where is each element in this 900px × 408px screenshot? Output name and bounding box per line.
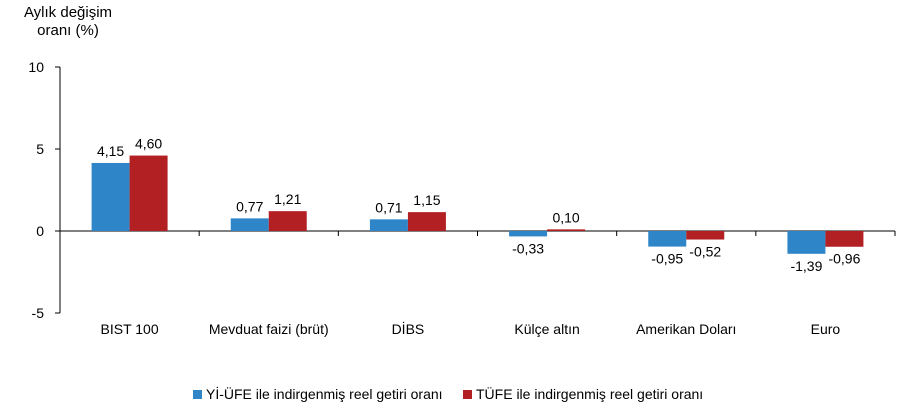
y-axis-title: Aylık değişim oranı (%) [23,4,113,39]
data-label: -1,39 [790,258,822,274]
bar [825,231,864,247]
bar [547,229,586,231]
y-tick-label: -5 [32,305,45,321]
bar [686,231,725,240]
legend: Yİ-ÜFE ile indirgenmiş reel getiri oranı… [0,386,900,404]
data-label: 0,10 [552,209,579,225]
bar [129,155,168,231]
y-tick-label: 5 [36,141,44,157]
category-label: BIST 100 [101,321,159,337]
bar [648,231,687,247]
category-label: Euro [811,321,841,337]
bar [509,231,548,237]
category-label: Külçe altın [514,321,579,337]
category-label: Mevduat faizi (brüt) [209,321,329,337]
data-label: 1,21 [274,191,301,207]
data-label: -0,52 [689,244,721,260]
data-label: -0,33 [512,240,544,256]
bar [268,211,307,231]
legend-item-yiufe: Yİ-ÜFE ile indirgenmiş reel getiri oranı [193,386,443,402]
y-tick-label: 0 [36,223,44,239]
legend-label-tufe: TÜFE ile indirgenmiş reel getiri oranı [476,386,704,402]
data-label: 0,77 [236,198,263,214]
bar [91,162,130,231]
data-label: 1,15 [413,192,440,208]
category-label: DİBS [392,320,425,337]
category-label: Amerikan Doları [636,321,736,337]
bar [230,218,269,231]
data-label: -0,95 [651,251,683,267]
legend-item-tufe: TÜFE ile indirgenmiş reel getiri oranı [463,386,703,402]
bar [407,212,446,231]
legend-swatch-tufe [463,390,472,399]
legend-label-yiufe: Yİ-ÜFE ile indirgenmiş reel getiri oranı [206,386,443,402]
bar [369,219,408,231]
bar [787,231,826,254]
data-label: -0,96 [828,251,860,267]
legend-swatch-yiufe [193,390,202,399]
data-label: 4,60 [135,136,162,152]
data-label: 4,15 [97,143,124,159]
data-label: 0,71 [375,199,402,215]
y-tick-label: 10 [28,59,44,75]
